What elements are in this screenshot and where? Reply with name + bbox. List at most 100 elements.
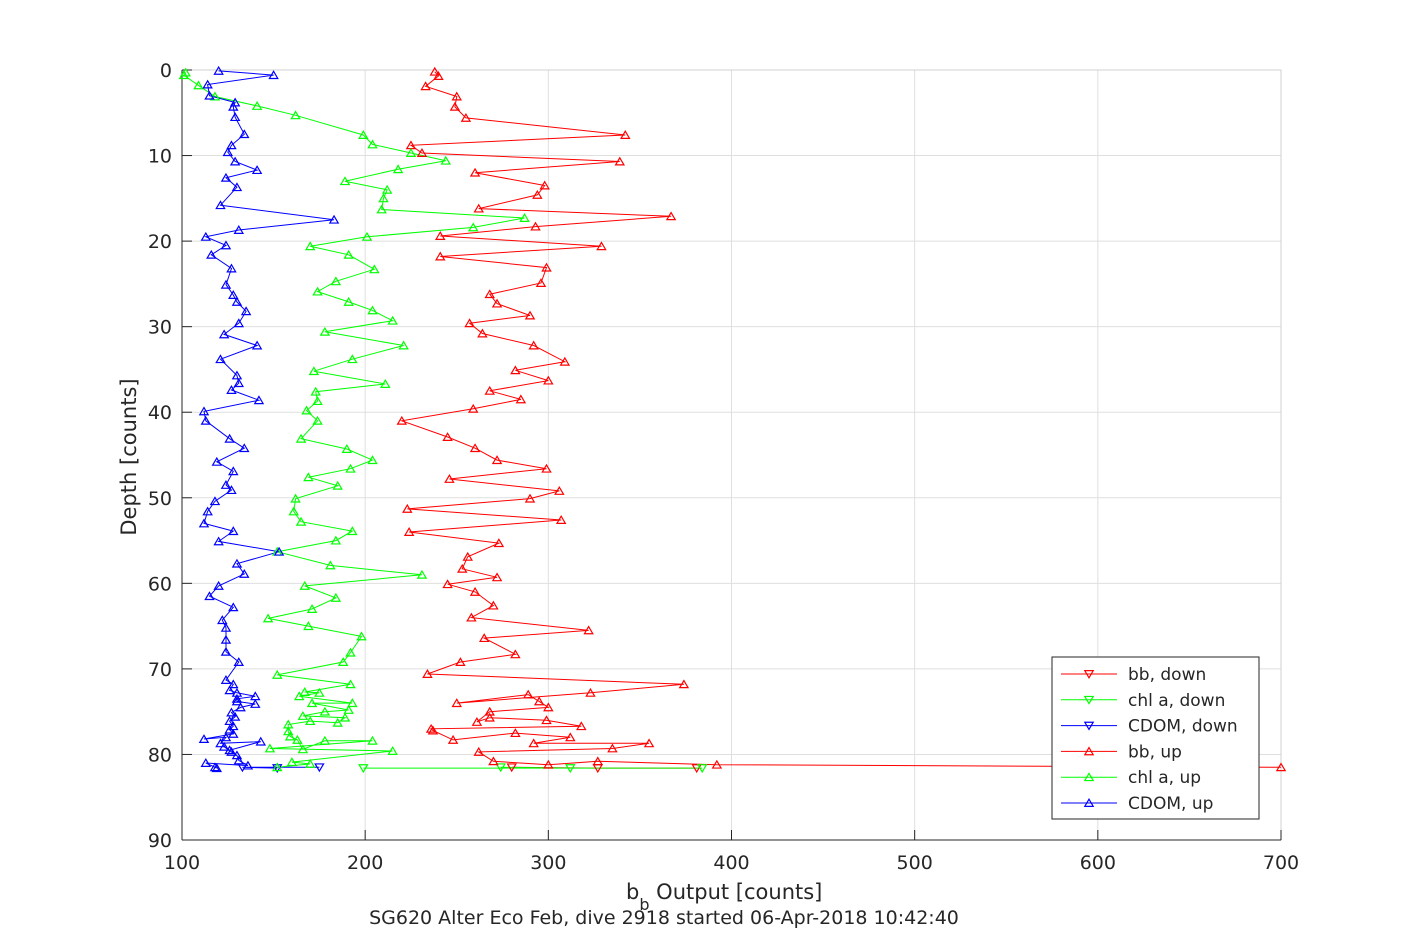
- data-point-marker: [339, 712, 351, 722]
- data-point-marker: [387, 315, 398, 325]
- data-point-marker: [231, 696, 243, 706]
- data-point-marker: [524, 493, 536, 503]
- data-point-marker: [290, 493, 301, 503]
- x-axis-title-rest: Output [counts]: [650, 880, 823, 904]
- data-point-marker: [228, 602, 239, 612]
- data-point-marker: [330, 592, 342, 602]
- data-point-marker: [224, 685, 235, 695]
- data-point-marker: [255, 736, 267, 746]
- data-point-marker: [220, 479, 232, 489]
- data-point-marker: [251, 340, 263, 350]
- data-point-marker: [198, 518, 210, 528]
- data-point-marker: [239, 568, 250, 578]
- plot-area-frame: [181, 69, 1282, 841]
- y-tick-label: 70: [148, 659, 172, 681]
- y-tick-label: 40: [148, 402, 172, 424]
- data-point-marker: [405, 148, 417, 157]
- data-point-marker: [643, 738, 655, 748]
- data-point-marker: [226, 707, 237, 717]
- data-point-marker: [381, 184, 393, 194]
- data-point-marker: [218, 329, 230, 339]
- data-point-marker: [484, 289, 495, 299]
- data-point-marker: [403, 527, 415, 536]
- data-point-marker: [367, 139, 378, 149]
- data-point-marker: [339, 176, 351, 186]
- data-point-marker: [484, 712, 495, 722]
- data-point-marker: [528, 340, 539, 350]
- data-point-marker: [522, 689, 534, 699]
- data-point-marker: [231, 687, 243, 697]
- data-point-marker: [220, 622, 232, 632]
- data-point-marker: [402, 503, 413, 513]
- data-point-marker: [282, 719, 294, 729]
- data-point-marker: [451, 91, 462, 101]
- data-point-marker: [535, 278, 547, 287]
- data-point-marker: [343, 296, 354, 306]
- data-point-marker: [596, 241, 607, 251]
- data-point-marker: [198, 406, 210, 416]
- data-point-marker: [543, 759, 554, 769]
- x-axis-title-main: b: [626, 880, 639, 904]
- data-point-marker: [533, 696, 545, 706]
- data-point-marker: [235, 702, 246, 712]
- y-tick-label: 0: [160, 60, 172, 82]
- data-point-marker: [206, 249, 217, 259]
- data-point-marker: [435, 231, 446, 240]
- data-point-marker: [306, 604, 318, 613]
- data-point-marker: [495, 763, 506, 773]
- data-point-marker: [484, 706, 495, 716]
- data-point-marker: [539, 180, 550, 190]
- data-point-marker: [592, 756, 604, 766]
- data-point-marker: [290, 110, 301, 120]
- data-point-marker: [304, 758, 316, 768]
- data-point-marker: [220, 646, 232, 656]
- data-point-marker: [215, 738, 226, 748]
- data-point-marker: [231, 296, 243, 306]
- data-point-marker: [332, 717, 343, 727]
- y-tick-label: 60: [148, 573, 172, 595]
- data-point-marker: [319, 706, 331, 716]
- data-point-marker: [361, 231, 373, 241]
- data-point-marker: [209, 91, 221, 101]
- data-point-marker: [204, 90, 215, 100]
- data-point-marker: [215, 354, 226, 364]
- x-tick-label: 200: [347, 852, 383, 874]
- data-point-marker: [462, 551, 473, 561]
- data-point-marker: [530, 221, 541, 231]
- series-lines: [183, 70, 1282, 769]
- data-point-marker: [416, 569, 428, 579]
- data-point-marker: [268, 70, 279, 80]
- data-point-marker: [620, 130, 631, 139]
- legend-label: chl a, down: [1128, 691, 1225, 711]
- data-point-marker: [449, 101, 461, 111]
- data-point-marker: [665, 211, 677, 221]
- series-line-4: [183, 72, 525, 768]
- data-point-marker: [240, 306, 252, 316]
- data-point-marker: [303, 621, 314, 631]
- data-point-marker: [229, 112, 241, 122]
- data-point-marker: [484, 385, 495, 395]
- data-point-marker: [200, 758, 212, 767]
- data-point-marker: [228, 679, 239, 689]
- tick-labels: 100 200 300 400 500 600 700 0 10 20 30 40 50 60 70 80 90: [148, 60, 1299, 874]
- data-point-marker: [447, 734, 459, 744]
- data-point-marker: [398, 340, 409, 350]
- x-tick-label: 100: [164, 852, 200, 874]
- series-line-3: [399, 71, 1282, 768]
- data-point-marker: [220, 240, 232, 250]
- data-point-marker: [559, 356, 571, 366]
- data-point-marker: [469, 443, 481, 453]
- data-point-marker: [299, 580, 310, 590]
- data-point-marker: [343, 249, 354, 259]
- data-point-marker: [506, 763, 517, 773]
- data-point-marker: [204, 591, 215, 601]
- data-point-marker: [273, 546, 285, 556]
- data-point-marker: [213, 65, 224, 75]
- data-point-marker: [543, 375, 554, 385]
- data-point-marker: [325, 560, 336, 570]
- data-point-marker: [312, 415, 323, 425]
- data-point-marker: [510, 649, 521, 659]
- data-point-marker: [367, 455, 378, 465]
- data-point-marker: [396, 415, 408, 425]
- data-point-marker: [332, 480, 343, 490]
